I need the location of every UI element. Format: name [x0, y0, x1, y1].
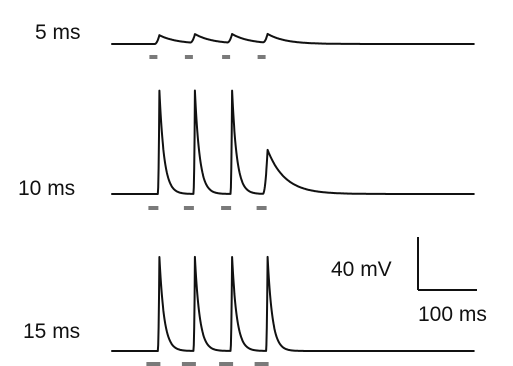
- trace-label-15ms: 15 ms: [23, 320, 81, 343]
- stimulus-mark: [183, 206, 194, 210]
- trace-5ms-line: [111, 32, 475, 45]
- stimulus-mark: [254, 362, 269, 366]
- stimulus-mark: [222, 55, 231, 59]
- trace-label-10ms: 10 ms: [18, 177, 76, 200]
- stimulus-mark: [257, 55, 266, 59]
- trace-label-5ms: 5 ms: [35, 21, 81, 44]
- scale-bar-time-label: 100 ms: [418, 303, 487, 326]
- stimulus-mark: [149, 55, 158, 59]
- trace-10ms-line: [111, 89, 475, 195]
- scale-bar-voltage-label: 40 mV: [331, 258, 392, 281]
- stimulus-mark: [146, 362, 161, 366]
- stimulus-mark: [184, 55, 193, 59]
- stimulus-mark: [221, 206, 232, 210]
- stimulus-mark: [148, 206, 159, 210]
- stimulus-mark: [256, 206, 267, 210]
- trace-5ms-group: [111, 32, 475, 59]
- trace-15ms-line: [111, 255, 475, 352]
- stimulus-group-15ms: [146, 362, 269, 366]
- stimulus-group-5ms: [149, 55, 266, 59]
- stimulus-mark: [181, 362, 196, 366]
- stimulus-group-10ms: [148, 206, 267, 210]
- stimulus-mark: [219, 362, 234, 366]
- trace-10ms-group: [111, 89, 475, 210]
- scale-bar-group: [417, 237, 477, 291]
- trace-15ms-group: [111, 255, 475, 366]
